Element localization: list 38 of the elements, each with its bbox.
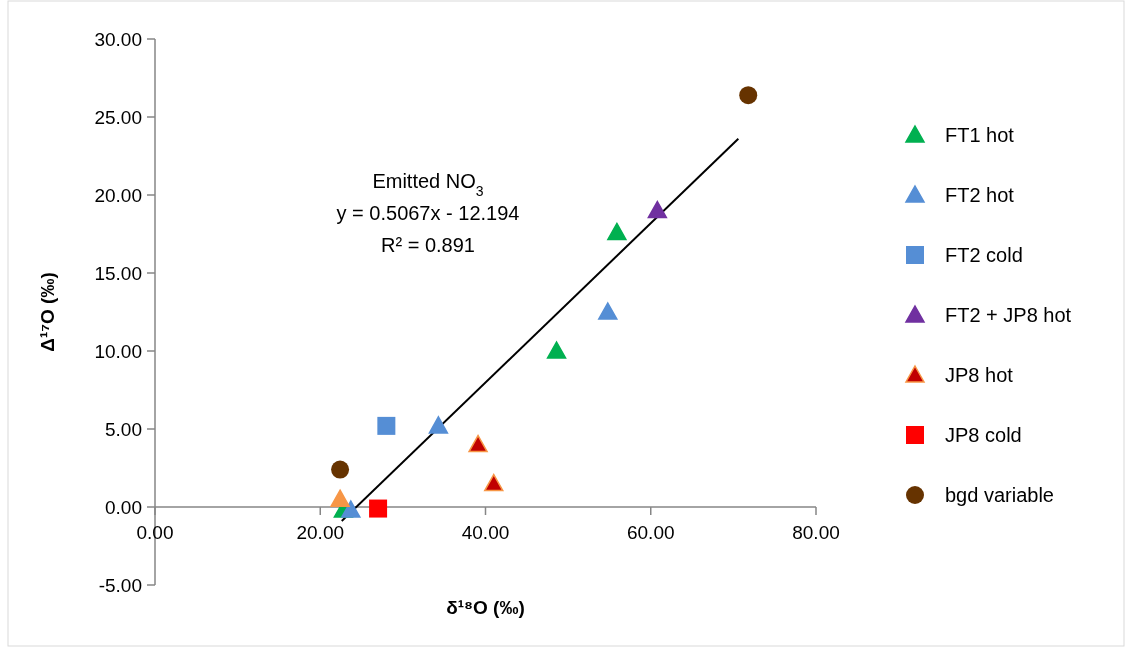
y-tick-label: 0.00 [105, 496, 142, 518]
annotation: Emitted NO$_{3}$ [372, 170, 484, 199]
point [647, 200, 668, 219]
y-tick-label: 15.00 [94, 262, 142, 284]
point [369, 499, 388, 518]
legend-label: FT2 hot [945, 184, 1015, 206]
point [484, 473, 504, 492]
legend-label: JP8 cold [945, 424, 1022, 446]
y-tick-label: 20.00 [94, 184, 142, 206]
point [598, 302, 618, 320]
point [546, 341, 567, 359]
legend-label: FT1 hot [945, 124, 1015, 146]
legend-label: bgd variable [945, 484, 1054, 506]
point [468, 434, 488, 453]
annotation: y = 0.5067x - 12.194 [336, 202, 520, 224]
x-tick-label: 0.00 [136, 522, 174, 543]
annotation: R² = 0.891 [381, 234, 475, 256]
y-axis-title: Δ¹⁷O (‰) [37, 272, 58, 352]
x-axis-title: δ¹⁸O (‰) [446, 597, 525, 618]
x-tick-label: 20.00 [296, 522, 345, 543]
x-tick-label: 40.00 [461, 522, 510, 543]
point [377, 416, 396, 435]
legend-label: FT2 cold [945, 244, 1023, 266]
legend-label: FT2 + JP8 hot [945, 304, 1072, 326]
point [330, 489, 350, 507]
y-tick-label: 5.00 [105, 418, 142, 440]
point [607, 222, 627, 241]
legend-label: JP8 hot [945, 364, 1014, 386]
point [739, 86, 758, 105]
point [341, 500, 361, 518]
y-tick-label: -5.00 [98, 574, 142, 596]
y-tick-label: 10.00 [94, 340, 142, 362]
y-tick-label: 25.00 [94, 106, 142, 128]
x-tick-label: 60.00 [626, 522, 675, 543]
point [331, 460, 350, 479]
point [428, 416, 449, 434]
x-tick-label: 80.00 [792, 522, 840, 543]
y-tick-label: 30.00 [94, 28, 142, 50]
